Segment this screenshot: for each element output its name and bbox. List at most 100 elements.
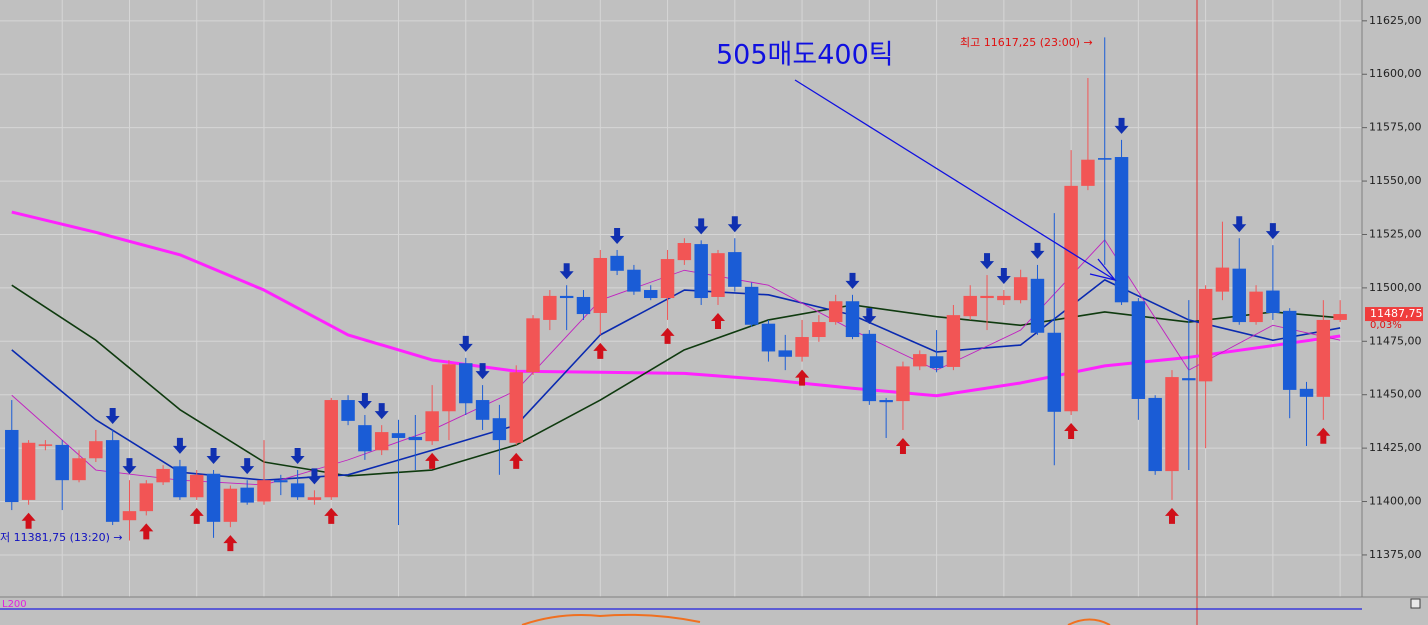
- y-tick-label: 11375,00: [1369, 548, 1422, 561]
- high-annotation: 최고 11617,25 (23:00) →: [960, 36, 1093, 49]
- candle-body: [913, 354, 927, 367]
- candle-body: [1081, 159, 1095, 186]
- candle-body: [644, 290, 658, 299]
- candle-body: [744, 286, 759, 325]
- candle-body: [1249, 291, 1263, 323]
- candle-body: [1232, 268, 1246, 323]
- y-tick-label: 11400,00: [1369, 495, 1422, 508]
- candle-body: [257, 480, 271, 502]
- candle-body: [290, 483, 305, 498]
- candle-body: [1064, 185, 1078, 412]
- candle-body: [139, 483, 154, 512]
- candle-body: [1148, 397, 1162, 472]
- candle-body: [559, 295, 574, 299]
- candle-body: [55, 444, 69, 481]
- candle-body: [1333, 314, 1347, 320]
- y-tick-label: 11625,00: [1369, 14, 1422, 27]
- candle-body: [1215, 267, 1230, 292]
- buy-arrow: [223, 535, 238, 552]
- candle-body: [963, 295, 977, 317]
- y-tick-label: 11425,00: [1369, 441, 1422, 454]
- candle-body: [1013, 277, 1028, 301]
- candle-body: [828, 301, 843, 323]
- candle-body: [38, 444, 53, 446]
- candle-body: [778, 350, 792, 357]
- candle-body: [509, 372, 523, 443]
- candle-body: [711, 253, 725, 297]
- candle-body: [1266, 290, 1280, 313]
- candles: [5, 37, 1347, 541]
- candle-body: [492, 418, 507, 441]
- buy-arrow: [1316, 427, 1331, 444]
- candle-body: [173, 466, 187, 498]
- indicator-label: L200: [2, 599, 27, 610]
- y-tick-label: 11475,00: [1369, 334, 1422, 347]
- sell-arrow: [122, 458, 137, 475]
- buy-arrow: [895, 437, 910, 454]
- candle-body: [694, 244, 708, 299]
- candle-body: [761, 323, 776, 352]
- candle-body: [1131, 301, 1146, 399]
- candle-body: [1182, 378, 1196, 381]
- sell-arrow: [727, 216, 742, 233]
- annotation: 505매도400틱: [716, 40, 894, 71]
- moving-average: [11, 239, 1341, 486]
- y-tick-label: 11575,00: [1369, 121, 1422, 134]
- annotation-arrow: [794, 79, 1116, 281]
- panel-button[interactable]: [1410, 598, 1421, 609]
- buy-arrow: [1164, 507, 1179, 524]
- candle-body: [1316, 319, 1331, 397]
- candle-body: [862, 333, 877, 402]
- candle-body: [812, 322, 826, 338]
- candle-body: [21, 442, 36, 500]
- candle-body: [374, 432, 389, 451]
- sell-arrow: [610, 227, 625, 244]
- candle-body: [1198, 288, 1213, 382]
- buy-arrow: [21, 512, 36, 529]
- candle-body: [1299, 388, 1314, 397]
- candle-body: [358, 425, 372, 452]
- candle-body: [728, 252, 742, 287]
- candle-body: [1098, 158, 1112, 160]
- candle-body: [795, 337, 809, 357]
- y-tick-label: 11500,00: [1369, 281, 1422, 294]
- sell-arrow: [475, 363, 490, 380]
- candle-body: [593, 257, 608, 313]
- y-tick-label: 11600,00: [1369, 67, 1422, 80]
- candle-body: [526, 318, 540, 373]
- candle-body: [341, 400, 355, 421]
- candle-body: [1165, 377, 1179, 472]
- buy-arrow: [593, 342, 608, 359]
- buy-arrow: [710, 312, 725, 329]
- sell-arrow: [172, 437, 187, 454]
- change-label: 0,03%: [1370, 320, 1402, 331]
- sell-arrow: [996, 268, 1011, 285]
- candle-body: [190, 474, 204, 498]
- candle-body: [156, 468, 170, 483]
- buy-arrow: [425, 452, 440, 469]
- candle-body: [1047, 332, 1062, 412]
- candle-body: [1282, 310, 1297, 390]
- y-tick-label: 11525,00: [1369, 227, 1422, 240]
- sell-arrow: [374, 403, 389, 420]
- candle-body: [1030, 278, 1045, 333]
- sell-arrow: [1114, 117, 1129, 134]
- candle-body: [896, 366, 910, 402]
- sell-arrow: [1030, 242, 1045, 259]
- candle-body: [610, 255, 624, 271]
- candle-body: [72, 458, 86, 481]
- candle-body: [879, 400, 893, 403]
- sell-arrow: [694, 218, 709, 235]
- buy-arrow: [795, 369, 810, 386]
- candle-body: [5, 429, 19, 503]
- sell-arrow: [1265, 223, 1280, 240]
- candle-body: [845, 301, 860, 338]
- y-tick-label: 11450,00: [1369, 388, 1422, 401]
- candle-body: [997, 295, 1011, 301]
- buy-arrow: [189, 507, 204, 524]
- sell-arrow: [105, 407, 120, 424]
- buy-arrow: [324, 507, 339, 524]
- annotation-arrowhead: [1089, 258, 1117, 282]
